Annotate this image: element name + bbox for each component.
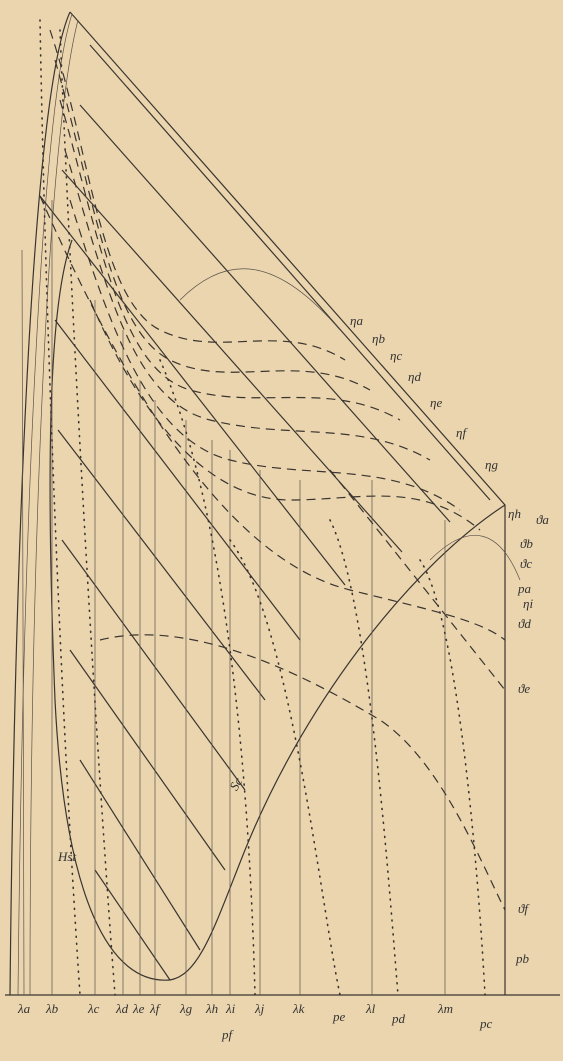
label: pf — [221, 1027, 235, 1042]
label: λa — [17, 1001, 31, 1016]
label: Sc — [226, 775, 245, 793]
label: λh — [205, 1001, 218, 1016]
label: ϑc — [520, 556, 532, 571]
label: ηa — [350, 313, 363, 328]
label: λi — [225, 1001, 236, 1016]
label: ηc — [390, 348, 402, 363]
label: λb — [45, 1001, 59, 1016]
drawing — [5, 11, 560, 996]
label: λj — [254, 1001, 265, 1016]
label: λc — [87, 1001, 100, 1016]
label: λg — [179, 1001, 193, 1016]
label: ϑd — [518, 616, 531, 631]
label: ϑb — [520, 536, 533, 551]
label: Hst — [57, 849, 76, 864]
label: λm — [437, 1001, 453, 1016]
label: ϑa — [536, 512, 549, 527]
label: pc — [479, 1016, 493, 1031]
label: pa — [517, 581, 532, 596]
label: λk — [292, 1001, 305, 1016]
label: λf — [149, 1001, 162, 1016]
label: ηh — [508, 506, 521, 521]
label: ηe — [430, 395, 442, 410]
label: pb — [515, 951, 530, 966]
label: ηd — [408, 369, 421, 384]
label: λd — [115, 1001, 129, 1016]
label: ϑe — [518, 681, 530, 696]
label: pd — [391, 1011, 406, 1026]
label: pe — [332, 1009, 346, 1024]
label: ηb — [372, 331, 385, 346]
label: ϑf — [518, 901, 530, 916]
label: ηg — [485, 457, 498, 472]
label: ηi — [523, 596, 533, 611]
label: λl — [365, 1001, 376, 1016]
label: ηf — [456, 425, 468, 440]
label: λe — [132, 1001, 145, 1016]
